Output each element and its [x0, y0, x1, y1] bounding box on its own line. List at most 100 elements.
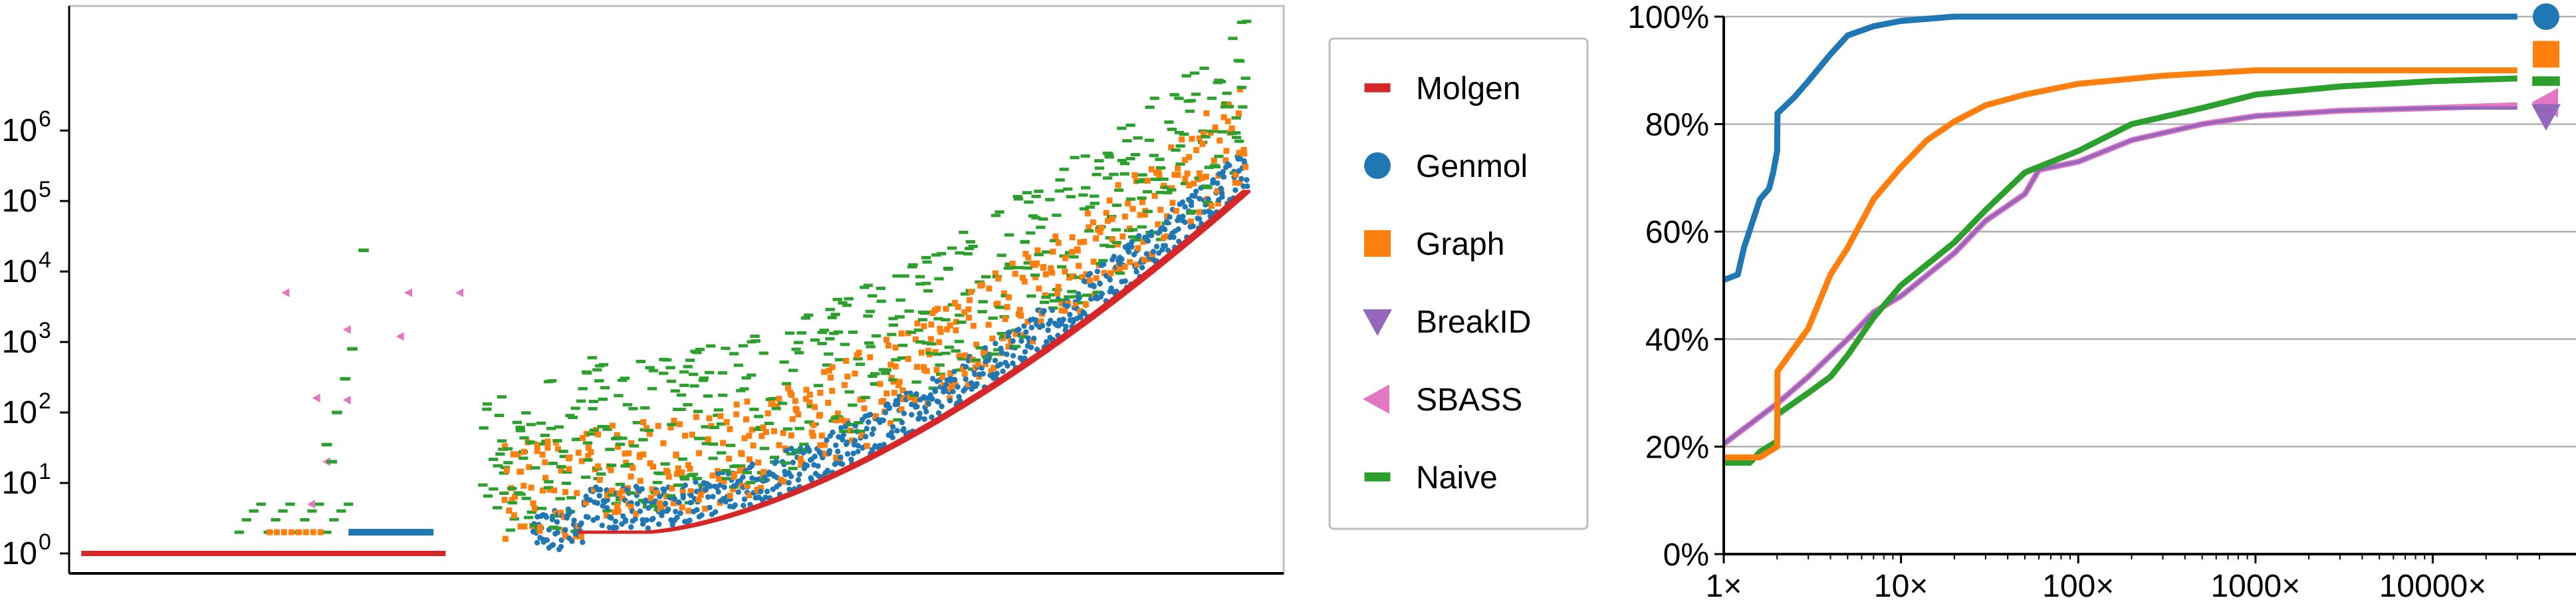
naive-point [860, 285, 870, 289]
naive-point [709, 426, 720, 430]
naive-point [895, 298, 905, 302]
naive-point [810, 338, 820, 342]
genmol-point [644, 517, 649, 524]
graph-point [774, 403, 780, 410]
naive-point [507, 501, 517, 505]
graph-point [679, 469, 685, 476]
naive-point [848, 403, 858, 407]
naive-point [521, 496, 532, 500]
graph-point [965, 306, 972, 313]
graph-point [552, 439, 559, 446]
naive-point [1155, 237, 1166, 241]
naive-point [1164, 120, 1174, 124]
graph-point [594, 463, 601, 470]
genmol-point [889, 434, 895, 440]
genmol-point [612, 518, 619, 525]
naive-point [925, 351, 935, 355]
graph-point [1196, 170, 1203, 177]
graph-point [817, 389, 824, 396]
naive-point [695, 347, 705, 351]
graph-point [746, 432, 753, 439]
genmol-point [688, 492, 694, 499]
naive-point [1174, 130, 1185, 134]
naive-point [615, 482, 625, 486]
genmol-point [1145, 238, 1151, 244]
graph-point [1058, 300, 1065, 307]
graph-point [932, 349, 939, 355]
graph-point [521, 523, 528, 529]
graph-point [1084, 210, 1091, 217]
naive-point [1125, 123, 1135, 127]
genmol-point [850, 450, 856, 456]
graph-point [740, 466, 747, 473]
naive-point [844, 390, 854, 394]
naive-point [578, 386, 588, 390]
scatter-chart: 100 101 102 103 104 105 106 [2, 5, 1285, 575]
genmol-point [1070, 319, 1076, 325]
graph-point [501, 443, 508, 450]
genmol-point [855, 442, 862, 449]
naive-point [648, 369, 658, 373]
graph-point [905, 356, 911, 363]
naive-point [933, 317, 943, 321]
graph-point [896, 378, 903, 385]
genmol-point [796, 471, 802, 478]
naive-point [479, 426, 489, 430]
genmol-point [562, 527, 568, 533]
graph-point [1025, 254, 1032, 261]
genmol-point [550, 541, 556, 548]
naive-point [278, 509, 288, 513]
naive-point [1175, 162, 1185, 166]
genmol-point [682, 482, 688, 488]
scatter-y-tick-label: 101 [2, 459, 51, 501]
naive-point [892, 274, 902, 278]
graph-point [1108, 270, 1114, 277]
graph-point [1155, 168, 1162, 174]
naive-point [582, 370, 592, 374]
naive-point [716, 451, 727, 455]
genmol-point [1139, 264, 1145, 271]
graph-point [1018, 313, 1024, 319]
graph-point [647, 460, 653, 466]
genmol-point [731, 483, 737, 489]
genmol-point [594, 515, 600, 521]
graph-point [1022, 251, 1029, 257]
naive-point [321, 442, 332, 447]
genmol-point [788, 473, 794, 480]
graph-point [650, 463, 657, 470]
graph-point [861, 405, 868, 412]
naive-point [692, 476, 702, 480]
graph-point [883, 390, 890, 397]
naive-point [844, 297, 854, 301]
graph-point [534, 442, 540, 448]
graph-point [682, 432, 689, 439]
graph-point [788, 432, 794, 439]
genmol-point [1018, 338, 1024, 344]
naive-point [543, 486, 554, 490]
graph-point [1199, 175, 1205, 182]
naive-point [703, 394, 713, 398]
naive-point [806, 404, 816, 408]
naive-point [854, 421, 864, 424]
genmol-point [939, 403, 945, 410]
naive-point [1113, 188, 1124, 192]
graph-point [966, 297, 973, 303]
naive-point [1133, 238, 1143, 242]
genmol-point [600, 503, 606, 509]
graph-point [921, 323, 927, 329]
graph-point [1212, 124, 1219, 131]
naive-point [629, 444, 640, 448]
naive-point [336, 509, 346, 513]
genmol-point [1148, 232, 1155, 239]
graph-point [585, 453, 592, 460]
naive-point [638, 438, 648, 442]
naive-point [1014, 265, 1024, 269]
naive-point [685, 359, 695, 363]
genmol-point [1122, 278, 1128, 284]
genmol-point [1129, 243, 1135, 250]
graph-point [1141, 257, 1147, 263]
genmol-point [840, 436, 846, 443]
graph-point [864, 442, 870, 449]
scatter-y-tick-label: 106 [2, 106, 51, 148]
genmol-point [1196, 216, 1203, 222]
